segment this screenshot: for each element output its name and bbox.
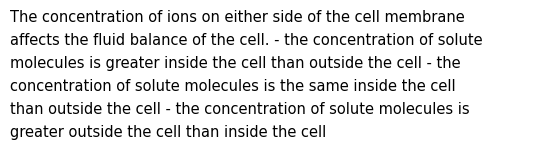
Text: concentration of solute molecules is the same inside the cell: concentration of solute molecules is the…	[10, 79, 456, 94]
Text: molecules is greater inside the cell than outside the cell - the: molecules is greater inside the cell tha…	[10, 56, 460, 71]
Text: The concentration of ions on either side of the cell membrane: The concentration of ions on either side…	[10, 10, 465, 25]
Text: than outside the cell - the concentration of solute molecules is: than outside the cell - the concentratio…	[10, 102, 470, 117]
Text: greater outside the cell than inside the cell: greater outside the cell than inside the…	[10, 125, 326, 140]
Text: affects the fluid balance of the cell. - the concentration of solute: affects the fluid balance of the cell. -…	[10, 33, 483, 48]
